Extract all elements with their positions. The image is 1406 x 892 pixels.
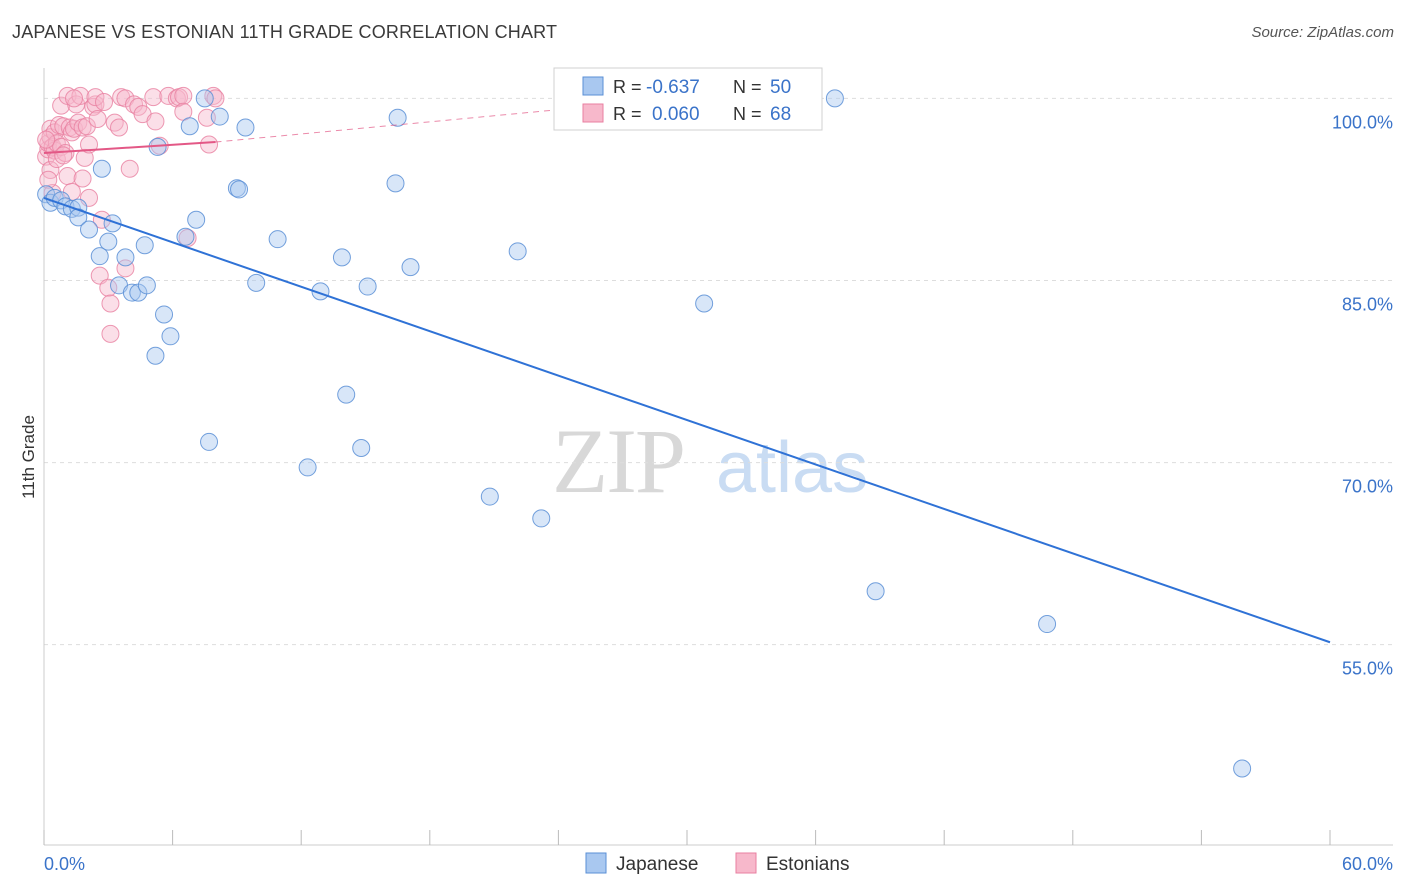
estonian-point	[206, 89, 225, 108]
japanese-point	[358, 277, 377, 296]
japanese-point	[332, 248, 351, 267]
japanese-point	[92, 159, 111, 178]
legend-swatch-estonian	[582, 103, 604, 123]
japanese-point	[386, 174, 405, 193]
estonian-point	[54, 146, 73, 165]
grid-layer	[44, 97, 1393, 646]
estonian-point	[73, 169, 92, 188]
legend-r-value-japanese: -0.637	[646, 77, 700, 98]
estonian-point	[174, 86, 193, 105]
japanese-trend-line	[43, 196, 1331, 644]
estonian-point	[144, 88, 163, 107]
japanese-point	[176, 227, 195, 246]
estonian-point	[77, 117, 96, 136]
japanese-point	[161, 327, 180, 346]
legend-r-label-estonian: R =	[613, 104, 642, 124]
japanese-point	[1038, 615, 1057, 634]
labels-layer: 100.0% 85.0% 70.0% 55.0% 0.0% 60.0%	[44, 112, 1393, 874]
legend-n-label-japanese: N =	[733, 77, 762, 97]
japanese-point	[90, 247, 109, 266]
estonian-point	[146, 112, 165, 131]
japanese-point	[230, 180, 249, 199]
estonian-point	[88, 109, 107, 128]
y-tick-label: 70.0%	[1342, 477, 1393, 497]
japanese-point	[825, 89, 844, 108]
watermark-zip: ZIP	[552, 410, 684, 512]
correlation-legend: R = -0.637 N = 50 R = 0.060 N = 68	[553, 67, 823, 131]
japanese-point	[146, 346, 165, 365]
legend-r-label-japanese: R =	[613, 77, 642, 97]
estonian-trend-extension	[215, 105, 602, 143]
estonian-point	[116, 259, 135, 278]
bottom-legend-label-estonian: Estonians	[766, 854, 849, 875]
japanese-points	[37, 89, 1252, 778]
japanese-point	[247, 273, 266, 292]
japanese-point	[508, 242, 527, 261]
japanese-point	[480, 487, 499, 506]
japanese-point	[155, 305, 174, 324]
legend-swatch-japanese	[582, 76, 604, 96]
estonian-trend-line	[43, 141, 216, 154]
japanese-point	[388, 108, 407, 127]
estonian-point	[110, 118, 129, 137]
japanese-point	[298, 458, 317, 477]
estonian-point	[75, 148, 94, 167]
bottom-legend-swatch-japanese	[585, 852, 607, 874]
estonian-point	[37, 130, 56, 149]
estonian-point	[200, 135, 219, 154]
japanese-point	[187, 210, 206, 229]
y-tick-label: 100.0%	[1332, 112, 1393, 132]
bottom-legend-label-japanese: Japanese	[616, 854, 698, 875]
legend-n-value-estonian: 68	[770, 104, 791, 125]
estonian-point	[95, 92, 114, 111]
trend-layer	[43, 105, 1331, 644]
estonian-point	[101, 324, 120, 343]
estonian-point	[99, 278, 118, 297]
japanese-point	[180, 117, 199, 136]
japanese-point	[200, 432, 219, 451]
legend-r-value-estonian: 0.060	[652, 104, 700, 125]
japanese-point	[352, 439, 371, 458]
japanese-point	[137, 276, 156, 295]
japanese-point	[268, 230, 287, 249]
estonian-point	[80, 135, 99, 154]
japanese-point	[210, 107, 229, 126]
y-axis-title: 11th Grade	[19, 415, 38, 499]
y-tick-label: 85.0%	[1342, 294, 1393, 314]
legend-n-label-estonian: N =	[733, 104, 762, 124]
japanese-point	[1233, 759, 1252, 778]
japanese-point	[236, 118, 255, 137]
japanese-point	[135, 236, 154, 255]
japanese-point	[116, 248, 135, 267]
x-tick-label: 60.0%	[1342, 854, 1393, 874]
estonian-point	[58, 167, 77, 186]
estonian-point	[120, 159, 139, 178]
estonian-point	[197, 108, 216, 127]
chart-source: Source: ZipAtlas.com	[1251, 24, 1394, 41]
chart-title: JAPANESE VS ESTONIAN 11TH GRADE CORRELAT…	[12, 22, 558, 42]
japanese-point	[337, 385, 356, 404]
estonian-point	[86, 88, 105, 107]
japanese-point	[195, 89, 214, 108]
japanese-point	[401, 258, 420, 277]
y-tick-label: 55.0%	[1342, 659, 1393, 679]
legend-n-value-japanese: 50	[770, 77, 791, 98]
estonian-point	[65, 89, 84, 108]
x-tick-label: 0.0%	[44, 854, 85, 874]
japanese-point	[99, 232, 118, 251]
estonian-point	[101, 294, 120, 313]
series-legend: Japanese Estonians	[585, 852, 849, 875]
estonian-point	[39, 170, 58, 189]
japanese-point	[866, 582, 885, 601]
japanese-point	[80, 220, 99, 239]
japanese-point	[122, 283, 141, 302]
japanese-point	[695, 294, 714, 313]
bottom-legend-swatch-estonian	[735, 852, 757, 874]
japanese-point	[532, 509, 551, 528]
watermark-atlas: atlas	[716, 428, 868, 508]
